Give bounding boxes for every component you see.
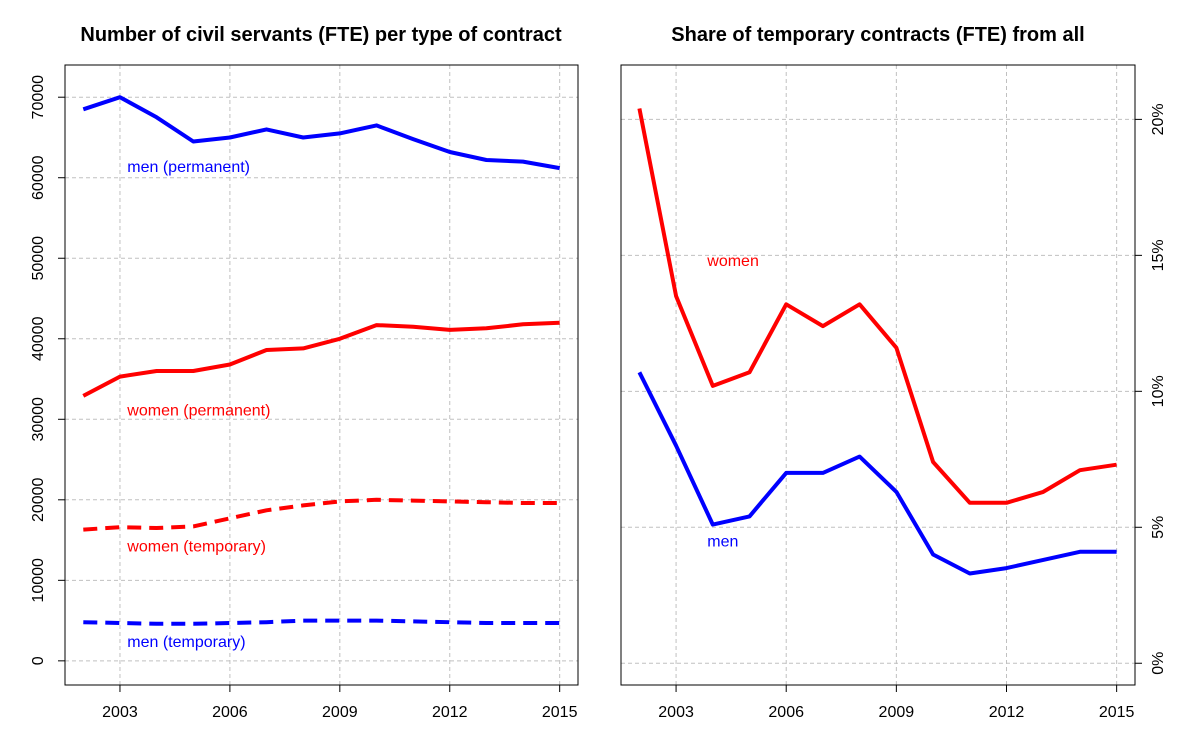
left-chart-frame: [64, 64, 579, 686]
right-chart-label-men: men: [707, 533, 738, 550]
right-chart-x-tick-label: 2006: [768, 704, 804, 721]
left-chart-series-women-permanent: [82, 320, 560, 398]
right-chart-frame: [620, 64, 1136, 686]
left-chart-series-women-temporary: [83, 497, 560, 532]
left-chart-x-tick-label: 2003: [102, 704, 138, 721]
left-chart-label-women-permanent: women (permanent): [126, 402, 270, 419]
right-chart-y-tick-label: 0%: [1150, 652, 1167, 675]
left-chart-x-tick-label: 2006: [212, 704, 248, 721]
left-chart-annotations: men (permanent) women (permanent) women (t…: [126, 159, 270, 651]
left-chart-y-tick-label: 40000: [30, 316, 47, 361]
left-chart-y-axis: 0 10000 20000 30000 40000 50000 60000 70000: [30, 75, 65, 665]
left-chart-y-tick-label: 70000: [30, 75, 47, 120]
right-chart-label-women: women: [706, 253, 759, 270]
left-chart-panel: Number of civil servants (FTE) per type …: [30, 24, 579, 721]
right-chart-y-tick-label: 20%: [1150, 103, 1167, 135]
right-chart-series: [637, 108, 1117, 576]
left-chart-y-tick-label: 50000: [30, 236, 47, 281]
left-chart-series-men-temporary: [83, 618, 560, 626]
left-chart-series: [82, 95, 561, 626]
left-chart-y-tick-label: 20000: [30, 477, 47, 522]
right-chart-y-tick-label: 10%: [1150, 375, 1167, 407]
left-chart-label-men-permanent: men (permanent): [127, 159, 250, 176]
right-chart-y-axis: 0% 5% 10% 15% 20%: [1135, 103, 1167, 675]
left-chart-y-tick-label: 10000: [30, 558, 47, 603]
left-chart-label-men-temporary: men (temporary): [127, 634, 245, 651]
left-chart-title: Number of civil servants (FTE) per type …: [80, 24, 562, 46]
left-chart-y-tick-label: 0: [30, 656, 47, 665]
right-chart-x-tick-label: 2009: [879, 704, 915, 721]
left-chart-y-tick-label: 30000: [30, 397, 47, 442]
left-chart-series-men-permanent: [82, 95, 561, 171]
left-chart-grid: [65, 65, 578, 685]
right-chart-title: Share of temporary contracts (FTE) from …: [671, 24, 1084, 46]
right-chart-x-tick-label: 2015: [1099, 704, 1135, 721]
left-chart-x-tick-label: 2015: [542, 704, 578, 721]
left-chart-x-axis: 2003 2006 2009 2012 2015: [102, 685, 578, 721]
right-chart-x-tick-label: 2012: [989, 704, 1025, 721]
right-chart-series-women: [637, 108, 1117, 505]
left-chart-y-tick-label: 60000: [30, 155, 47, 200]
right-chart-annotations: women men: [706, 253, 759, 550]
left-chart-x-tick-label: 2012: [432, 704, 468, 721]
right-chart-x-tick-label: 2003: [658, 704, 694, 721]
right-chart-y-tick-label: 5%: [1150, 516, 1167, 539]
right-chart-y-tick-label: 15%: [1150, 239, 1167, 271]
right-chart-series-men: [637, 371, 1117, 576]
left-chart-x-tick-label: 2009: [322, 704, 358, 721]
left-chart-label-women-temporary: women (temporary): [126, 538, 266, 555]
right-chart-panel: Share of temporary contracts (FTE) from …: [620, 24, 1167, 721]
right-chart-grid: [621, 65, 1135, 685]
right-chart-x-axis: 2003 2006 2009 2012 2015: [658, 685, 1135, 721]
